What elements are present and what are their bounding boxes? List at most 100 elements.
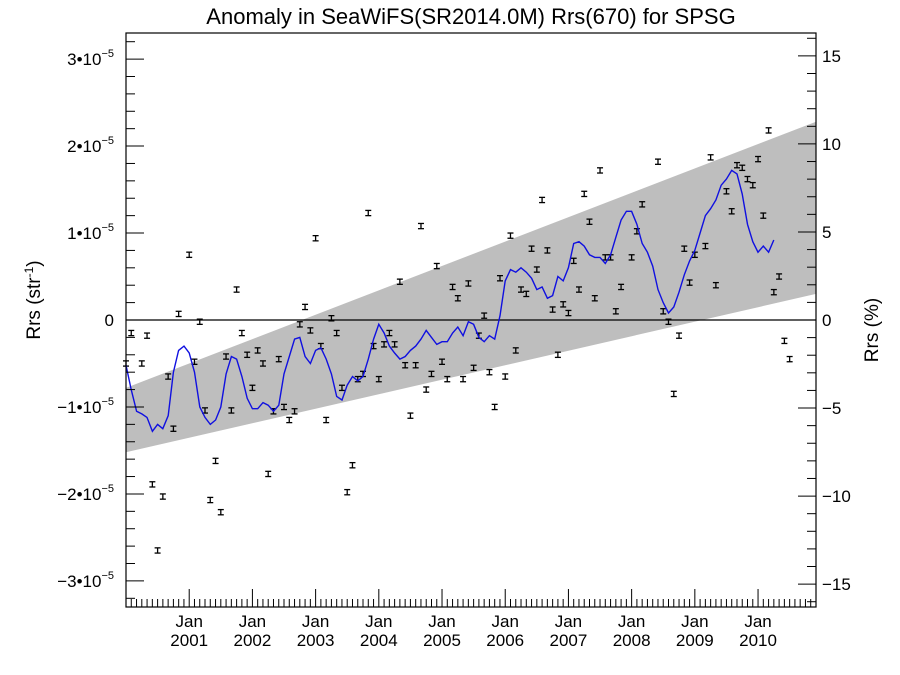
data-point bbox=[265, 470, 272, 478]
smoothed-anomaly-line bbox=[125, 169, 775, 433]
data-point bbox=[728, 208, 735, 215]
data-point bbox=[660, 308, 667, 315]
data-point bbox=[170, 425, 177, 432]
data-point bbox=[723, 188, 730, 195]
data-point bbox=[396, 278, 403, 285]
y-left-tick-label: −2•10−5 bbox=[57, 483, 114, 504]
y-right-tick-label: 5 bbox=[822, 223, 831, 242]
x-tick-month-label: Jan bbox=[239, 612, 266, 631]
data-point bbox=[712, 281, 719, 289]
data-point bbox=[486, 368, 493, 376]
data-point bbox=[254, 347, 261, 354]
data-point bbox=[233, 286, 240, 293]
data-point bbox=[159, 493, 166, 500]
data-point bbox=[776, 273, 783, 280]
data-point bbox=[533, 266, 540, 273]
data-point bbox=[460, 375, 467, 383]
data-point bbox=[639, 201, 646, 208]
data-point bbox=[238, 329, 245, 337]
data-point bbox=[286, 416, 293, 424]
data-point bbox=[781, 337, 788, 345]
data-point bbox=[138, 360, 145, 367]
data-point bbox=[291, 408, 298, 415]
data-point bbox=[465, 280, 472, 287]
data-point bbox=[307, 327, 314, 334]
data-point bbox=[612, 308, 619, 315]
data-point bbox=[470, 364, 477, 372]
data-point bbox=[344, 488, 351, 496]
data-point bbox=[755, 155, 762, 163]
data-point bbox=[665, 318, 672, 325]
data-point bbox=[328, 315, 335, 322]
y-right-tick-label: −10 bbox=[822, 487, 851, 506]
y-axis-left-title: Rrs (str-1) bbox=[22, 260, 45, 339]
data-point bbox=[212, 457, 219, 465]
data-point bbox=[770, 288, 777, 296]
data-point bbox=[381, 341, 388, 348]
data-point bbox=[375, 375, 382, 383]
x-tick-month-label: Jan bbox=[681, 612, 708, 631]
x-tick-year-label: 2008 bbox=[613, 631, 651, 650]
y-left-tick-label: −3•10−5 bbox=[57, 570, 114, 591]
data-point bbox=[296, 321, 303, 328]
y-right-tick-label: −5 bbox=[822, 399, 841, 418]
x-tick-month-label: Jan bbox=[428, 612, 455, 631]
y-left-tick-label: 3•10−5 bbox=[67, 48, 114, 69]
x-tick-month-label: Jan bbox=[555, 612, 582, 631]
data-point bbox=[507, 232, 514, 239]
data-point bbox=[628, 254, 635, 261]
data-point bbox=[597, 167, 604, 174]
y-right-tick-label: 15 bbox=[822, 47, 841, 66]
data-point bbox=[733, 161, 740, 169]
data-point bbox=[275, 355, 282, 363]
data-point bbox=[591, 294, 598, 302]
data-point bbox=[223, 353, 230, 360]
chart-title: Anomaly in SeaWiFS(SR2014.0M) Rrs(670) f… bbox=[206, 4, 735, 29]
data-point bbox=[481, 312, 488, 319]
data-point bbox=[423, 386, 430, 393]
x-tick-year-label: 2003 bbox=[297, 631, 335, 650]
data-point bbox=[149, 481, 156, 488]
x-tick-year-label: 2009 bbox=[676, 631, 714, 650]
data-point bbox=[681, 245, 688, 252]
x-tick-year-label: 2010 bbox=[739, 631, 777, 650]
data-point bbox=[449, 283, 456, 291]
y-right-tick-label: −15 bbox=[822, 575, 851, 594]
x-tick-month-label: Jan bbox=[175, 612, 202, 631]
x-tick-month-label: Jan bbox=[302, 612, 329, 631]
data-point bbox=[544, 247, 551, 254]
data-point bbox=[439, 358, 446, 366]
data-point bbox=[259, 360, 266, 367]
data-point bbox=[228, 407, 235, 414]
data-point bbox=[217, 508, 224, 516]
data-point bbox=[691, 251, 698, 259]
data-point bbox=[528, 245, 535, 252]
data-point bbox=[386, 329, 393, 337]
data-point bbox=[539, 196, 546, 204]
data-point bbox=[312, 234, 319, 242]
data-point bbox=[249, 384, 256, 392]
data-point bbox=[144, 332, 151, 339]
data-point bbox=[491, 403, 498, 411]
data-point bbox=[333, 329, 340, 337]
data-point bbox=[654, 158, 661, 165]
data-point bbox=[365, 209, 372, 217]
data-point bbox=[128, 329, 135, 337]
y-right-tick-label: 10 bbox=[822, 135, 841, 154]
x-tick-year-label: 2001 bbox=[170, 631, 208, 650]
data-point bbox=[175, 310, 182, 318]
data-point bbox=[402, 361, 409, 369]
data-point bbox=[749, 181, 756, 189]
x-tick-year-label: 2004 bbox=[360, 631, 398, 650]
x-tick-month-label: Jan bbox=[744, 612, 771, 631]
data-point bbox=[323, 416, 330, 424]
data-point bbox=[618, 283, 625, 291]
y-left-tick-label: −1•10−5 bbox=[57, 396, 114, 417]
x-tick-year-label: 2006 bbox=[486, 631, 524, 650]
data-point bbox=[391, 341, 398, 348]
data-point bbox=[575, 286, 582, 293]
data-point bbox=[518, 286, 525, 293]
data-point bbox=[739, 164, 746, 172]
data-point bbox=[207, 496, 214, 504]
